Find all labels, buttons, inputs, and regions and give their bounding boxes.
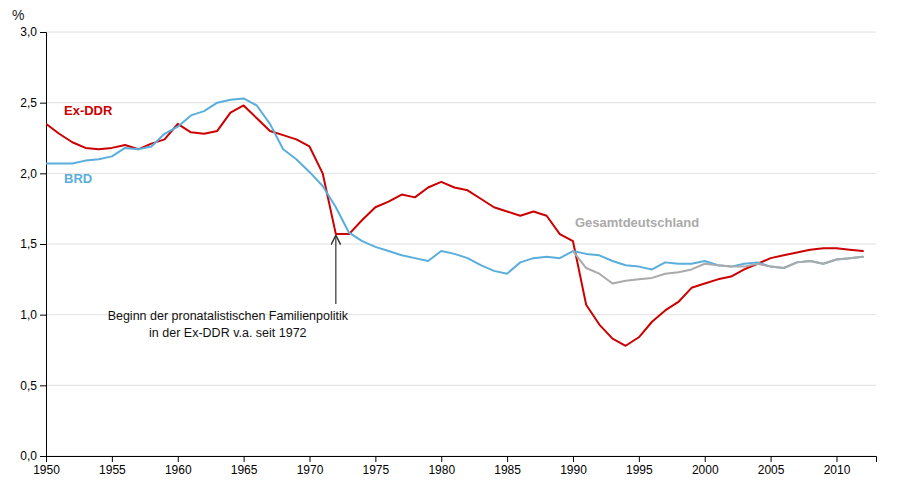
tick: 1965 <box>231 456 258 477</box>
tick-label: 1975 <box>363 463 390 477</box>
tick-mark <box>639 456 640 462</box>
tick: 1980 <box>428 456 455 477</box>
tick-mark <box>507 456 508 462</box>
series-line <box>46 105 863 345</box>
tick-label: 1950 <box>33 463 60 477</box>
tick: 1955 <box>99 456 126 477</box>
tick-label: 0,0 <box>20 449 37 463</box>
tick: 1,0 <box>20 308 46 322</box>
series-label: Ex-DDR <box>64 103 113 118</box>
tick: 1950 <box>33 456 60 477</box>
annotation-arrow <box>335 236 336 304</box>
tick-label: 1960 <box>165 463 192 477</box>
y-axis: 0,0 0,5 1,0 1,5 2,0 2,5 3,0 <box>20 25 46 463</box>
tick: 2,0 <box>20 167 46 181</box>
tick-mark <box>309 456 310 462</box>
chart: 0,0 0,5 1,0 1,5 2,0 2,5 3,0 1950 1955 1960 1965 197… <box>0 0 898 488</box>
tick-label: 1965 <box>231 463 258 477</box>
tick: 0,5 <box>20 379 46 393</box>
tick-label: 1955 <box>99 463 126 477</box>
tick-mark <box>46 456 47 462</box>
tick-mark <box>40 385 46 386</box>
tick-label: 1,5 <box>20 237 37 251</box>
tick-label: 1970 <box>297 463 324 477</box>
tick-mark <box>836 456 837 462</box>
tick-label: 1995 <box>626 463 653 477</box>
annotation: Beginn der pronatalistischen Familienpol… <box>108 309 349 340</box>
tick: 3,0 <box>20 25 46 39</box>
tick-mark <box>178 456 179 462</box>
plot-area: 0,0 0,5 1,0 1,5 2,0 2,5 3,0 1950 1955 1960 1965 197… <box>12 7 877 477</box>
tick: 1970 <box>297 456 324 477</box>
tick-label: 1985 <box>494 463 521 477</box>
tick-mark <box>40 244 46 245</box>
annotation-line: in der Ex-DDR v.a. seit 1972 <box>149 326 307 340</box>
tick: 2,5 <box>20 96 46 110</box>
grid-line <box>46 32 876 33</box>
tick: 2000 <box>692 456 719 477</box>
lines <box>46 98 863 345</box>
tick-mark <box>40 456 46 457</box>
tick-mark <box>771 456 772 462</box>
grid <box>46 32 876 456</box>
tick: 0,0 <box>20 449 46 463</box>
tick-mark <box>244 456 245 462</box>
tick: 2005 <box>758 456 785 477</box>
tick-label: 1980 <box>428 463 455 477</box>
tick-label: 2005 <box>758 463 785 477</box>
texts: % Ex-DDR BRD Gesamtdeutschland Beginn der pr… <box>12 7 699 340</box>
tick-mark <box>40 315 46 316</box>
tick-mark <box>375 456 376 462</box>
tick-label: 0,5 <box>20 379 37 393</box>
tick-label: 2,5 <box>20 96 37 110</box>
tick: 1995 <box>626 456 653 477</box>
tick-mark <box>40 173 46 174</box>
tick-label: 3,0 <box>20 25 37 39</box>
series-line <box>573 251 863 284</box>
tick: 1975 <box>363 456 390 477</box>
grid-line <box>46 102 876 103</box>
tick: 1960 <box>165 456 192 477</box>
tick-mark <box>573 456 574 462</box>
tick-label: 1,0 <box>20 308 37 322</box>
axis-line <box>40 33 47 457</box>
annotation-line: Beginn der pronatalistischen Familienpol… <box>108 309 349 323</box>
tick-mark <box>441 456 442 462</box>
tick-label: 2,0 <box>20 167 37 181</box>
grid-line <box>46 385 876 386</box>
tick-mark <box>40 103 46 104</box>
series-line <box>46 98 863 273</box>
tick: 1990 <box>560 456 587 477</box>
series-label: BRD <box>64 171 92 186</box>
tick-label: 2000 <box>692 463 719 477</box>
grid-line <box>46 244 876 245</box>
tick-mark <box>40 32 46 33</box>
tick-label: 2010 <box>824 463 851 477</box>
tick-label: 1990 <box>560 463 587 477</box>
tick-mark <box>112 456 113 462</box>
axis-line <box>47 457 877 463</box>
grid-line <box>46 173 876 174</box>
tick: 2010 <box>824 456 851 477</box>
tick-mark <box>705 456 706 462</box>
x-axis: 1950 1955 1960 1965 1970 1975 1980 1985 1990 1995… <box>33 456 876 477</box>
series-label: Gesamtdeutschland <box>575 215 699 230</box>
axis-title: % <box>12 7 24 23</box>
tick: 1985 <box>494 456 521 477</box>
tick: 1,5 <box>20 237 46 251</box>
